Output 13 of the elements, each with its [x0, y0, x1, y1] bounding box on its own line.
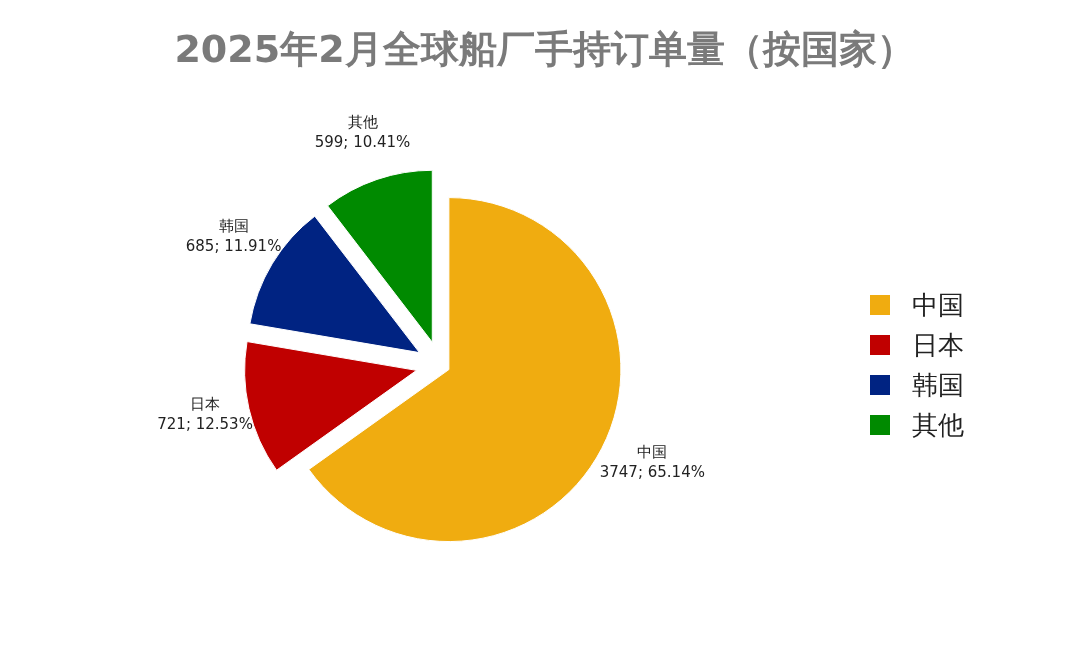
data-label: 685; 11.91%	[185, 236, 282, 255]
slice-label: 中国	[637, 442, 668, 461]
slice-label: 日本	[190, 394, 221, 413]
slice-label: 韩国	[218, 216, 249, 235]
data-label: 721; 12.53%	[157, 414, 253, 433]
legend-label: 韩国	[912, 370, 964, 400]
legend-label: 中国	[912, 290, 964, 320]
data-label: 599; 10.41%	[314, 132, 411, 151]
chart-title: 2025年2月全球船厂手持订单量（按国家）	[174, 27, 915, 71]
legend-label: 其他	[912, 410, 964, 440]
legend-label: 日本	[912, 330, 964, 360]
slice-label: 其他	[347, 112, 378, 131]
data-label: 3747; 65.14%	[599, 462, 705, 481]
